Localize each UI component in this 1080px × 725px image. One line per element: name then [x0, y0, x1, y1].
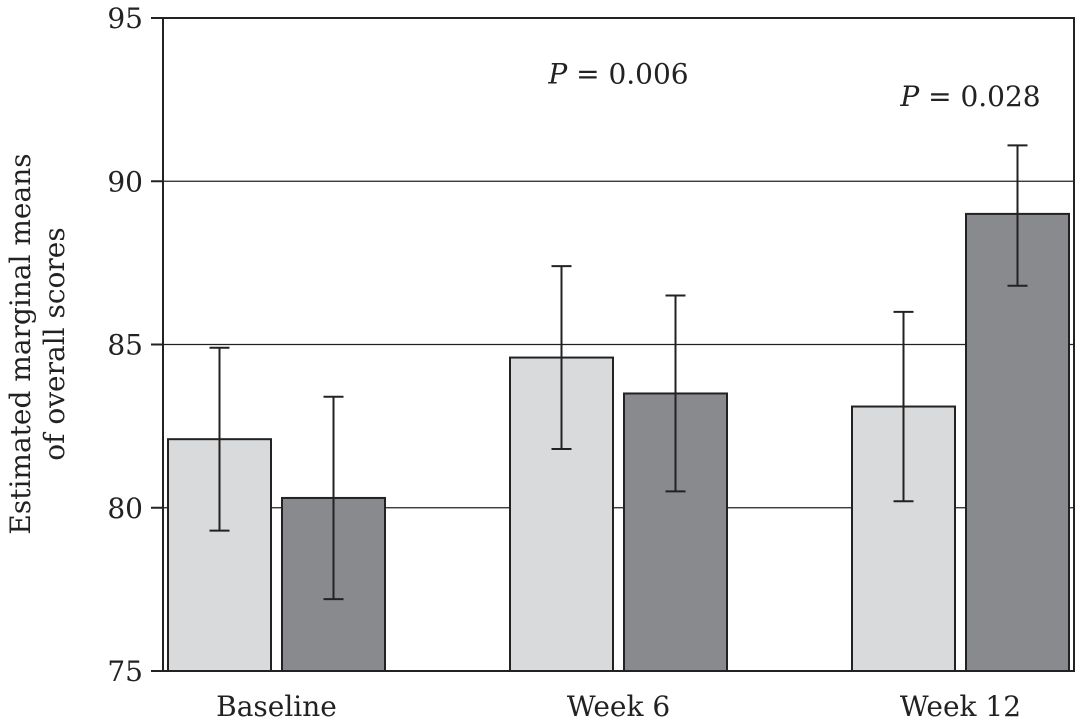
axes: [151, 17, 1075, 672]
p-symbol: P: [547, 57, 568, 90]
x-category-label: Week 12: [900, 690, 1021, 723]
labels: 75 80 85 90 95 Baseline Week 6 Week 12 Estimated…: [4, 2, 1041, 723]
y-axis-title-line: of overall scores: [38, 227, 71, 461]
error-bars: [209, 144, 1028, 601]
p-value: = 0.028: [919, 80, 1040, 113]
y-tick-label: 90: [107, 165, 143, 198]
y-tick-label: 95: [107, 2, 143, 35]
x-category-label: Week 6: [567, 690, 670, 723]
p-value-annotation: P = 0.028: [899, 80, 1040, 113]
p-value: = 0.006: [567, 57, 688, 90]
p-symbol: P: [899, 80, 920, 113]
x-category-label: Baseline: [216, 690, 337, 723]
y-axis-title: Estimated marginal meansof overall score…: [4, 153, 71, 534]
y-axis-title-line: Estimated marginal means: [4, 153, 37, 534]
y-tick-label: 85: [107, 329, 143, 362]
y-tick-label: 75: [107, 655, 143, 688]
p-value-annotation: P = 0.006: [547, 57, 688, 90]
y-tick-label: 80: [107, 492, 143, 525]
bars: [167, 212, 1070, 672]
